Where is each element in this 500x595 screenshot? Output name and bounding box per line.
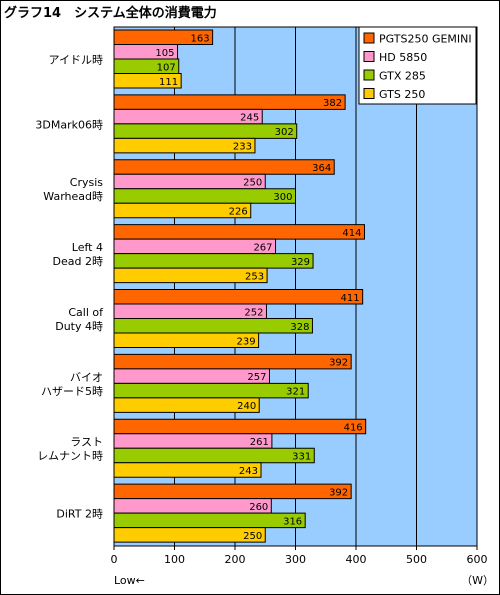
bar — [113, 483, 352, 500]
bar — [113, 202, 252, 219]
bar-value-label: 111 — [159, 77, 178, 88]
category-label: バイオハザード5時 — [41, 371, 103, 398]
category-label: DiRT 2時 — [56, 508, 103, 521]
x-tick-label: 500 — [406, 553, 427, 566]
bar-value-label: 243 — [239, 466, 258, 477]
legend-swatch — [363, 32, 375, 44]
bar — [113, 188, 296, 204]
bar — [113, 137, 256, 154]
x-tick-label: 300 — [285, 553, 306, 566]
bar-value-label: 302 — [275, 127, 294, 138]
bar — [113, 368, 270, 384]
bar-value-label: 382 — [323, 98, 342, 109]
bar-value-label: 163 — [191, 33, 210, 44]
legend-label: PGTS250 GEMINI — [379, 33, 472, 46]
unit-label: （W） — [461, 574, 494, 587]
x-tick-label: 100 — [164, 553, 185, 566]
bar — [113, 73, 182, 89]
bar-value-label: 257 — [247, 372, 266, 383]
bar-value-label: 233 — [233, 142, 252, 153]
bar — [113, 123, 298, 139]
bar-value-label: 316 — [283, 516, 302, 527]
bar-value-label: 364 — [312, 163, 331, 174]
bar — [113, 418, 367, 435]
bar-value-label: 411 — [341, 293, 360, 304]
bar — [113, 382, 309, 399]
legend-label: GTX 285 — [379, 70, 426, 83]
bar-value-label: 260 — [249, 502, 268, 513]
bar-value-label: 245 — [240, 113, 259, 124]
category-label: Crysis Warhead時 — [43, 176, 103, 203]
x-tick-label: 600 — [467, 553, 488, 566]
bar-value-label: 414 — [342, 228, 361, 239]
bar-value-label: 392 — [329, 487, 348, 498]
legend-label: HD 5850 — [379, 51, 427, 64]
bar-value-label: 240 — [237, 401, 256, 412]
bar — [113, 527, 266, 543]
category-labels: アイドル時 3DMark06時 Crysis Warhead時 Left 4 Dead 2… — [35, 53, 104, 520]
bar-value-label: 239 — [237, 336, 256, 347]
bar — [113, 224, 365, 240]
bar-value-label: 392 — [329, 358, 348, 369]
bar — [113, 94, 346, 110]
legend-swatch — [363, 51, 375, 62]
x-tick-label: 200 — [225, 553, 246, 566]
bar-value-label: 253 — [245, 271, 264, 282]
bars: 163 105 107 111 382 245 302 233 364 250 300 226 414 2… — [113, 29, 367, 543]
bar — [113, 253, 314, 269]
bar-value-label: 300 — [273, 192, 292, 203]
legend-swatch — [363, 88, 375, 99]
bar-value-label: 107 — [157, 62, 176, 73]
bar-value-label: 105 — [155, 48, 174, 59]
bar — [113, 462, 262, 478]
bar-value-label: 261 — [250, 437, 269, 448]
bar-value-label: 252 — [244, 307, 263, 318]
low-direction-label: Low← — [114, 574, 145, 587]
bar-value-label: 331 — [292, 452, 311, 463]
bar — [113, 447, 315, 464]
bar-value-label: 328 — [290, 322, 309, 333]
bar — [113, 159, 335, 175]
bar — [113, 267, 268, 284]
bar-value-label: 329 — [291, 257, 310, 268]
legend-swatch — [363, 69, 375, 81]
category-label: ラストレムナント時 — [37, 436, 103, 463]
category-label: Call of Duty 4時 — [55, 306, 104, 333]
bar — [113, 332, 260, 348]
category-label: 3DMark06時 — [35, 118, 103, 131]
chart-title: グラフ14 システム全体の消費電力 — [4, 5, 217, 21]
bar — [113, 318, 313, 334]
bar — [113, 289, 364, 305]
category-label: アイドル時 — [49, 53, 103, 66]
bar-value-label: 226 — [229, 207, 248, 218]
bar-value-label: 321 — [286, 387, 305, 398]
x-tick-label: 0 — [111, 553, 118, 566]
bar — [113, 512, 306, 529]
bar — [113, 433, 273, 449]
bar — [113, 498, 272, 514]
bar-value-label: 267 — [253, 242, 272, 253]
legend: PGTS250 GEMINI HD 5850 GTX 285 GTS 250 — [358, 26, 477, 105]
legend-box — [358, 26, 477, 105]
bar-value-label: 250 — [243, 178, 262, 189]
bar — [113, 353, 352, 370]
x-axis: 0 100 200 300 400 500 600 Low← （W） — [111, 546, 494, 587]
bar — [113, 238, 277, 255]
bar-value-label: 416 — [344, 423, 363, 434]
bar — [113, 397, 260, 413]
bar-value-label: 250 — [243, 531, 262, 542]
category-label: Left 4 Dead 2時 — [53, 241, 103, 268]
x-tick-label: 400 — [346, 553, 367, 566]
legend-label: GTS 250 — [379, 88, 425, 101]
